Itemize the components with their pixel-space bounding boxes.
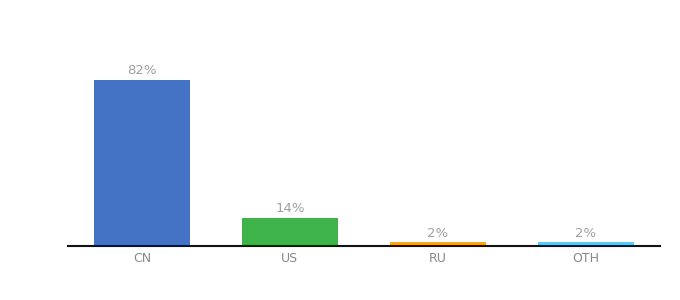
Bar: [538, 242, 634, 246]
Bar: [242, 218, 338, 246]
Text: 2%: 2%: [575, 227, 596, 240]
Bar: [94, 80, 190, 246]
Text: 14%: 14%: [275, 202, 305, 215]
Bar: [390, 242, 486, 246]
Text: 82%: 82%: [127, 64, 156, 77]
Text: 2%: 2%: [427, 227, 448, 240]
